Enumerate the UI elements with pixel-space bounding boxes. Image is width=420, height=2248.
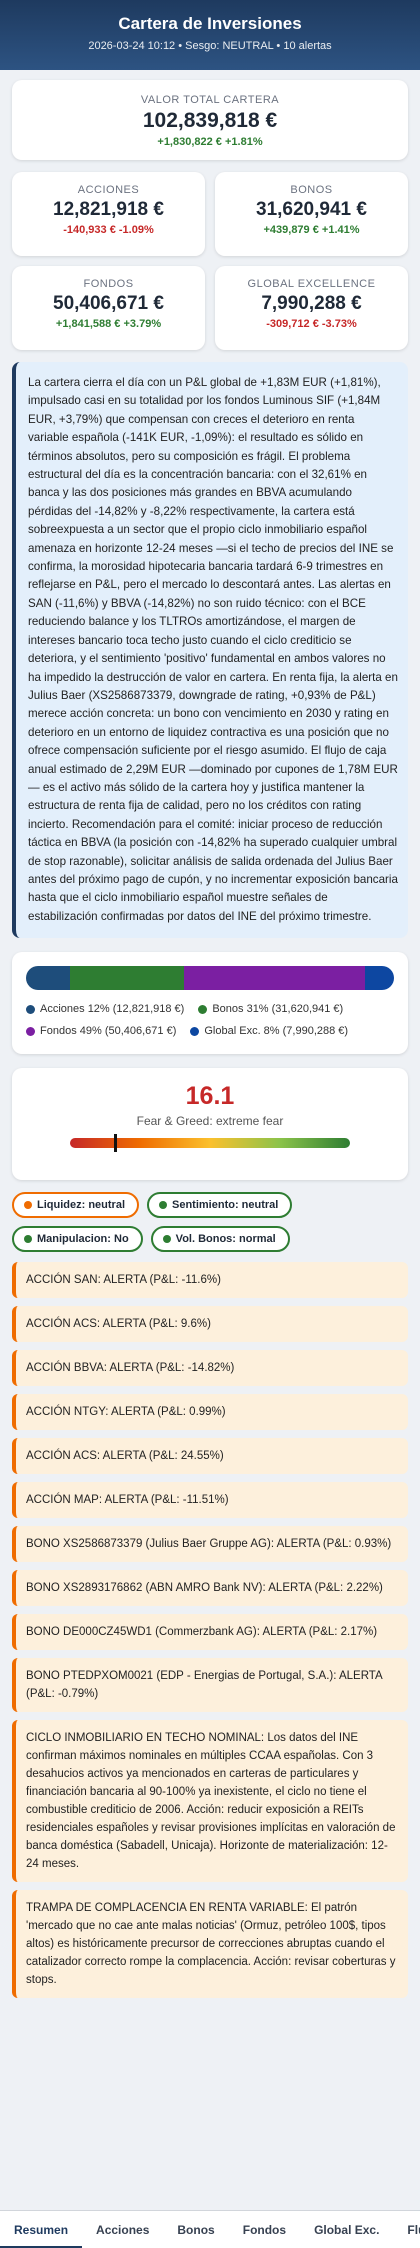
- total-value-label: VALOR TOTAL CARTERA: [140, 94, 280, 106]
- legend-dot: [26, 1026, 35, 1036]
- pill-liquidez[interactable]: Liquidez: neutral: [12, 1192, 139, 1219]
- asset-class-grid: ACCIONES 12,821,918 € -140,933 € -1.09% …: [12, 172, 408, 350]
- legend-item-bonos: Bonos 31% (31,620,941 €): [198, 1003, 343, 1015]
- alert-item[interactable]: BONO DE000CZ45WD1 (Commerzbank AG): ALER…: [12, 1614, 408, 1651]
- alert-item[interactable]: ACCIÓN SAN: ALERTA (P&L: -11.6%): [12, 1262, 408, 1299]
- fondos-label: FONDOS: [83, 278, 134, 290]
- allocation-card: Acciones 12% (12,821,918 €) Bonos 31% (3…: [12, 952, 408, 1055]
- tab-fondos[interactable]: Fondos: [242, 2222, 287, 2237]
- legend-label: Bonos 31% (31,620,941 €): [212, 1003, 344, 1016]
- indicator-pills: Liquidez: neutral Sentimiento: neutral M…: [12, 1192, 408, 1253]
- legend-dot: [198, 1004, 208, 1014]
- allocation-segment-acciones: [26, 966, 71, 991]
- acciones-label: ACCIONES: [77, 184, 140, 196]
- global-excellence-change: -309,712 € -3.73%: [266, 318, 357, 330]
- alert-item[interactable]: TRAMPA DE COMPLACENCIA EN RENTA VARIABLE…: [12, 1890, 408, 1999]
- fear-greed-needle: [114, 1134, 118, 1153]
- bonos-label: BONOS: [290, 184, 333, 196]
- pill-text: Liquidez: neutral: [37, 1199, 125, 1212]
- alert-item[interactable]: BONO PTEDPXOM0021 (EDP - Energias de Por…: [12, 1658, 408, 1713]
- legend-item-global: Global Exc. 8% (7,990,288 €): [190, 1025, 348, 1037]
- legend-item-fondos: Fondos 49% (50,406,671 €): [26, 1025, 176, 1037]
- pill-manipulacion[interactable]: Manipulacion: No: [12, 1226, 143, 1253]
- allocation-segment-global: [364, 966, 394, 991]
- status-dot: [162, 1235, 171, 1244]
- pill-text: Manipulacion: No: [37, 1233, 129, 1246]
- total-value-amount: 102,839,818 €: [142, 109, 278, 132]
- bonos-card[interactable]: BONOS 31,620,941 € +439,879 € +1.41%: [215, 172, 408, 256]
- alert-item[interactable]: ACCIÓN MAP: ALERTA (P&L: -11.51%): [12, 1482, 408, 1519]
- bonos-value: 31,620,941 €: [256, 199, 367, 220]
- pill-vol-bonos[interactable]: Vol. Bonos: normal: [150, 1226, 290, 1253]
- tab-resumen[interactable]: Resumen: [0, 2211, 83, 2248]
- fondos-change: +1,841,588 € +3.79%: [55, 318, 162, 330]
- fear-greed-card: 16.1 Fear & Greed: extreme fear: [12, 1068, 408, 1181]
- alerts-list: ACCIÓN SAN: ALERTA (P&L: -11.6%) ACCIÓN …: [12, 1262, 408, 1999]
- alert-item[interactable]: ACCIÓN NTGY: ALERTA (P&L: 0.99%): [12, 1394, 408, 1431]
- pill-text: Sentimiento: neutral: [172, 1199, 279, 1212]
- allocation-bar: [26, 966, 394, 991]
- header-subtitle: 2026-03-24 10:12 • Sesgo: NEUTRAL • 10 a…: [88, 40, 332, 52]
- ai-summary: La cartera cierra el día con un P&L glob…: [12, 362, 408, 939]
- bonos-change: +439,879 € +1.41%: [263, 224, 360, 236]
- page-title: Cartera de Inversiones: [118, 14, 302, 33]
- legend-item-acciones: Acciones 12% (12,821,918 €): [26, 1003, 184, 1015]
- fear-greed-gauge: [70, 1134, 350, 1153]
- fear-greed-score: 16.1: [185, 1082, 235, 1111]
- acciones-change: -140,933 € -1.09%: [63, 224, 154, 236]
- legend-label: Global Exc. 8% (7,990,288 €): [204, 1025, 349, 1038]
- global-excellence-card[interactable]: GLOBAL EXCELLENCE 7,990,288 € -309,712 €…: [215, 266, 408, 350]
- alert-item[interactable]: BONO XS2586873379 (Julius Baer Gruppe AG…: [12, 1526, 408, 1563]
- legend-dot: [26, 1004, 35, 1014]
- legend-label: Acciones 12% (12,821,918 €): [40, 1003, 185, 1016]
- status-dot: [24, 1201, 32, 1210]
- acciones-card[interactable]: ACCIONES 12,821,918 € -140,933 € -1.09%: [12, 172, 205, 256]
- app-header: Cartera de Inversiones 2026-03-24 10:12 …: [0, 0, 420, 70]
- alert-item[interactable]: CICLO INMOBILIARIO EN TECHO NOMINAL: Los…: [12, 1720, 408, 1883]
- main-content: VALOR TOTAL CARTERA 102,839,818 € +1,830…: [0, 70, 420, 1999]
- total-value-change: +1,830,822 € +1.81%: [157, 136, 263, 148]
- pill-sentimiento[interactable]: Sentimiento: neutral: [147, 1192, 293, 1219]
- acciones-value: 12,821,918 €: [53, 199, 164, 220]
- pill-text: Vol. Bonos: normal: [175, 1233, 276, 1246]
- allocation-segment-fondos: [184, 966, 365, 991]
- fear-greed-label: Fear & Greed: extreme fear: [136, 1114, 284, 1129]
- bottom-tab-bar: Resumen Acciones Bonos Fondos Global Exc…: [0, 2210, 420, 2248]
- legend-label: Fondos 49% (50,406,671 €): [40, 1025, 177, 1038]
- fondos-card[interactable]: FONDOS 50,406,671 € +1,841,588 € +3.79%: [12, 266, 205, 350]
- alert-item[interactable]: ACCIÓN ACS: ALERTA (P&L: 24.55%): [12, 1438, 408, 1475]
- allocation-segment-bonos: [70, 966, 185, 991]
- allocation-legend: Acciones 12% (12,821,918 €) Bonos 31% (3…: [26, 998, 394, 1042]
- alert-item[interactable]: ACCIÓN ACS: ALERTA (P&L: 9.6%): [12, 1306, 408, 1343]
- global-excellence-label: GLOBAL EXCELLENCE: [247, 278, 376, 290]
- total-value-card: VALOR TOTAL CARTERA 102,839,818 € +1,830…: [12, 80, 408, 160]
- tab-flujos[interactable]: Flujos: [407, 2222, 420, 2237]
- status-dot: [159, 1201, 167, 1210]
- fondos-value: 50,406,671 €: [53, 293, 164, 314]
- global-excellence-value: 7,990,288 €: [261, 293, 362, 314]
- alert-item[interactable]: ACCIÓN BBVA: ALERTA (P&L: -14.82%): [12, 1350, 408, 1387]
- status-dot: [24, 1235, 32, 1244]
- legend-dot: [190, 1026, 200, 1036]
- tab-global-exc[interactable]: Global Exc.: [314, 2222, 380, 2237]
- tab-acciones[interactable]: Acciones: [96, 2222, 150, 2237]
- alert-item[interactable]: BONO XS2893176862 (ABN AMRO Bank NV): AL…: [12, 1570, 408, 1607]
- tab-bonos[interactable]: Bonos: [177, 2222, 215, 2237]
